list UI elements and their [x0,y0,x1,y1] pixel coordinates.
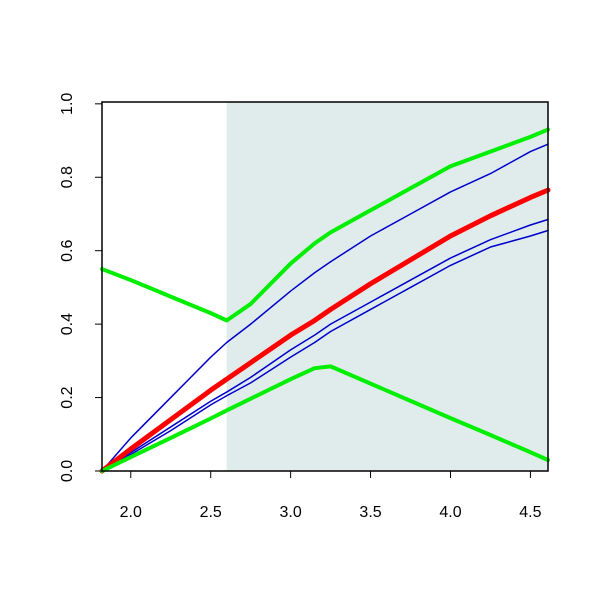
series-line [100,127,550,323]
y-tick-label: 0.6 [59,239,76,261]
y-tick-label: 0.8 [59,166,76,188]
y-tick-label: 0.4 [59,313,76,335]
series-line [101,229,549,472]
y-tick-label: 1.0 [59,93,76,115]
x-tick-label: 3.0 [280,504,302,521]
series-line [101,143,549,472]
series-line [99,187,551,474]
x-tick-label: 2.5 [200,504,222,521]
x-tick-label: 2.0 [120,504,142,521]
shaded-region [226,102,548,471]
series-line [100,364,550,473]
y-tick-label: 0.0 [59,460,76,482]
x-tick-label: 4.0 [439,504,461,521]
series-line [101,218,549,472]
y-tick-label: 0.2 [59,386,76,408]
x-tick-label: 3.5 [359,504,381,521]
x-tick-label: 4.5 [519,504,541,521]
plot-box [101,101,549,472]
